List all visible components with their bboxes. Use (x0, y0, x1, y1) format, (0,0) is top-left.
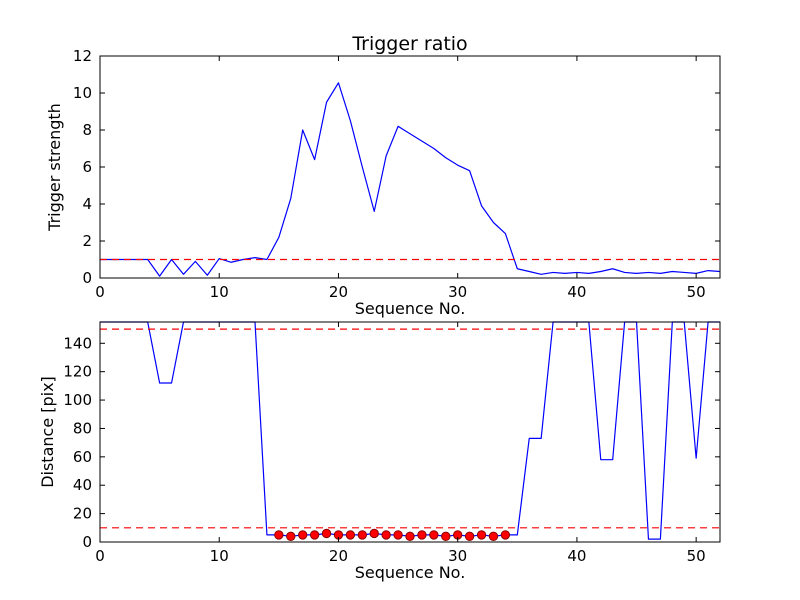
top-chart-plot-area: 0 10 20 30 40 50 0 2 4 6 8 10 12 (73, 47, 721, 301)
x-tick-label: 50 (687, 547, 706, 565)
detection-marker (381, 530, 391, 540)
y-tick-label: 6 (82, 158, 92, 176)
detection-marker (405, 531, 415, 542)
x-tick-label: 30 (448, 547, 467, 565)
bottom-chart-xlabel: Sequence No. (355, 563, 466, 582)
x-tick-label: 10 (210, 547, 229, 565)
distance-line (100, 321, 720, 540)
detection-marker (429, 530, 439, 540)
x-tick-label: 10 (210, 283, 229, 301)
axes-frame (99, 321, 721, 543)
top-chart-xlabel: Sequence No. (355, 299, 466, 318)
top-chart-title: Trigger ratio (351, 33, 467, 55)
y-tick-label: 80 (73, 419, 92, 437)
trigger-strength-line (100, 82, 721, 277)
x-tick-label: 50 (687, 283, 706, 301)
detection-marker (476, 530, 487, 540)
y-tick-label: 2 (82, 232, 92, 250)
y-tick-label: 40 (73, 476, 92, 494)
y-tick-label: 60 (73, 448, 92, 466)
y-tick-label: 120 (63, 363, 92, 381)
detection-marker (488, 531, 499, 542)
x-tick-label: 20 (329, 283, 348, 301)
detection-marker (309, 530, 320, 540)
detection-marker (500, 530, 511, 540)
axes-frame (99, 55, 721, 279)
y-tick-label: 100 (63, 391, 92, 409)
top-chart-ylabel: Trigger strength (45, 103, 64, 232)
x-tick-label: 30 (448, 283, 467, 301)
detection-marker (357, 530, 368, 540)
detection-marker (464, 531, 475, 542)
y-tick-label: 140 (63, 334, 92, 352)
detection-marker (321, 528, 332, 539)
detection-marker (286, 531, 296, 542)
x-tick-label: 40 (567, 547, 586, 565)
y-tick-label: 4 (82, 195, 92, 213)
x-tick-label: 20 (329, 547, 348, 565)
y-tick-label: 12 (73, 47, 92, 65)
detection-marker (417, 530, 427, 540)
detection-marker (274, 530, 284, 540)
x-tick-label: 0 (95, 283, 105, 301)
detection-marker (393, 530, 403, 540)
detection-marker (297, 530, 308, 540)
y-tick-label: 0 (82, 533, 92, 551)
bottom-chart-ylabel: Distance [pix] (38, 376, 57, 488)
bottom-chart-plot-area: 0 10 20 30 40 50 0 20 40 60 80 100 120 140 (63, 321, 721, 565)
y-tick-label: 10 (73, 84, 92, 102)
y-tick-label: 0 (82, 269, 92, 287)
x-tick-label: 40 (567, 283, 586, 301)
y-tick-label: 20 (73, 505, 92, 523)
detection-marker (441, 531, 451, 542)
y-tick-label: 8 (82, 121, 92, 139)
detection-marker (345, 530, 356, 540)
x-tick-label: 0 (95, 547, 105, 565)
detection-marker (369, 528, 379, 539)
